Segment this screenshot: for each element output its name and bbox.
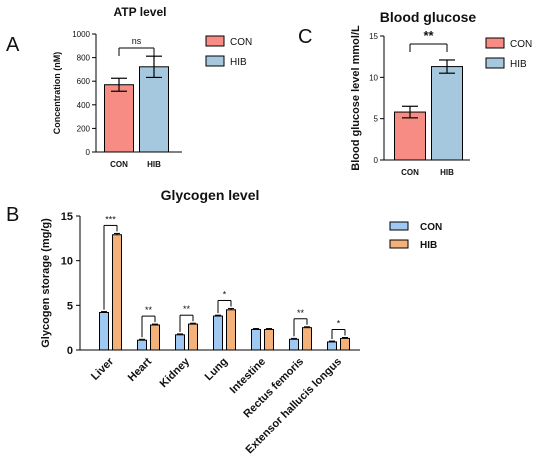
- glycogen-sig-label: **: [297, 308, 305, 318]
- atp-legend-swatch-hib: [205, 55, 225, 67]
- glycogen-bar-hib: [188, 323, 198, 351]
- glycogen-bar-hib: [226, 309, 236, 351]
- glucose-legend-label: HIB: [510, 59, 527, 70]
- glycogen-sig-label: *: [223, 289, 227, 299]
- glycogen-title: Glycogen level: [161, 187, 260, 203]
- atp-legend-label: HIB: [230, 57, 247, 68]
- glycogen-x-tick-label: Liver: [89, 355, 117, 383]
- atp-y-tick-label: 1000: [72, 30, 90, 39]
- glycogen-legend-swatch-hib: [389, 239, 409, 249]
- atp-y-tick-label: 0: [86, 148, 91, 157]
- glycogen-bar-hib: [150, 324, 160, 351]
- glucose-y-tick-label: 5: [374, 115, 379, 124]
- glycogen-y-tick-label: 10: [61, 256, 73, 268]
- glycogen-sig-label: *: [337, 318, 341, 328]
- glucose-title: Blood glucose: [380, 9, 477, 25]
- glucose-x-tick-label: CON: [401, 168, 419, 177]
- glycogen-sig-label: **: [145, 305, 153, 315]
- glycogen-y-tick-label: 5: [67, 300, 73, 312]
- glycogen-bar-hib: [302, 327, 312, 351]
- glucose-legend-swatch-con: [485, 37, 505, 49]
- glycogen-x-tick-label: Kidney: [158, 355, 193, 390]
- glycogen-bar-con: [327, 341, 337, 351]
- glycogen-bar-hib: [112, 234, 122, 351]
- glycogen-bar-con: [137, 339, 147, 351]
- glucose-y-tick-label: 0: [374, 156, 379, 165]
- glucose-legend-label: CON: [510, 39, 532, 50]
- glycogen-x-tick-label: Heart: [126, 355, 155, 384]
- glucose-y-tick-label: 10: [369, 73, 378, 82]
- glycogen-sig-label: **: [183, 304, 191, 314]
- glycogen-legend-label: CON: [420, 222, 442, 233]
- glycogen-bar-con: [289, 338, 299, 351]
- glycogen-bar-con: [251, 328, 261, 351]
- atp-x-tick-label: HIB: [147, 160, 161, 169]
- atp-y-tick-label: 200: [77, 124, 91, 133]
- atp-sig-label: ns: [132, 36, 142, 46]
- glycogen-bar-con: [213, 315, 223, 351]
- panel-label-b: B: [6, 204, 19, 226]
- glucose-y-axis-label: Blood glucose level mmol/L: [350, 25, 362, 171]
- atp-y-tick-label: 800: [77, 54, 91, 63]
- atp-legend-label: CON: [230, 37, 252, 48]
- glycogen-bar-con: [99, 311, 109, 351]
- atp-y-tick-label: 400: [77, 101, 91, 110]
- glucose-bar-hib: [431, 66, 463, 161]
- glucose-x-tick-label: HIB: [440, 168, 454, 177]
- glucose-y-tick-label: 15: [369, 32, 378, 41]
- atp-y-axis-label: Concentration (nM): [52, 52, 62, 135]
- glucose-bar-con: [394, 111, 426, 161]
- glycogen-bar-con: [175, 334, 185, 351]
- glycogen-bar-hib: [264, 328, 274, 351]
- atp-x-tick-label: CON: [110, 160, 128, 169]
- panel-label-c: C: [298, 26, 312, 48]
- glycogen-y-tick-label: 0: [67, 345, 73, 357]
- atp-title: ATP level: [114, 5, 167, 19]
- atp-bar-hib: [139, 66, 169, 153]
- glucose-sig-label: **: [423, 28, 434, 43]
- glycogen-sig-label: ***: [105, 214, 116, 224]
- atp-bar-con: [104, 84, 134, 153]
- glycogen-bar-hib: [340, 337, 350, 351]
- atp-y-tick-label: 600: [77, 77, 91, 86]
- glycogen-y-tick-label: 15: [61, 211, 73, 223]
- glucose-legend-swatch-hib: [485, 57, 505, 69]
- panel-label-a: A: [6, 34, 20, 56]
- atp-legend-swatch-con: [205, 35, 225, 47]
- glycogen-x-tick-label: Lung: [203, 356, 230, 383]
- glycogen-y-axis-label: Glycogen storage (mg/g): [40, 218, 52, 348]
- glycogen-legend-label: HIB: [420, 240, 437, 251]
- glycogen-legend-swatch-con: [389, 221, 409, 231]
